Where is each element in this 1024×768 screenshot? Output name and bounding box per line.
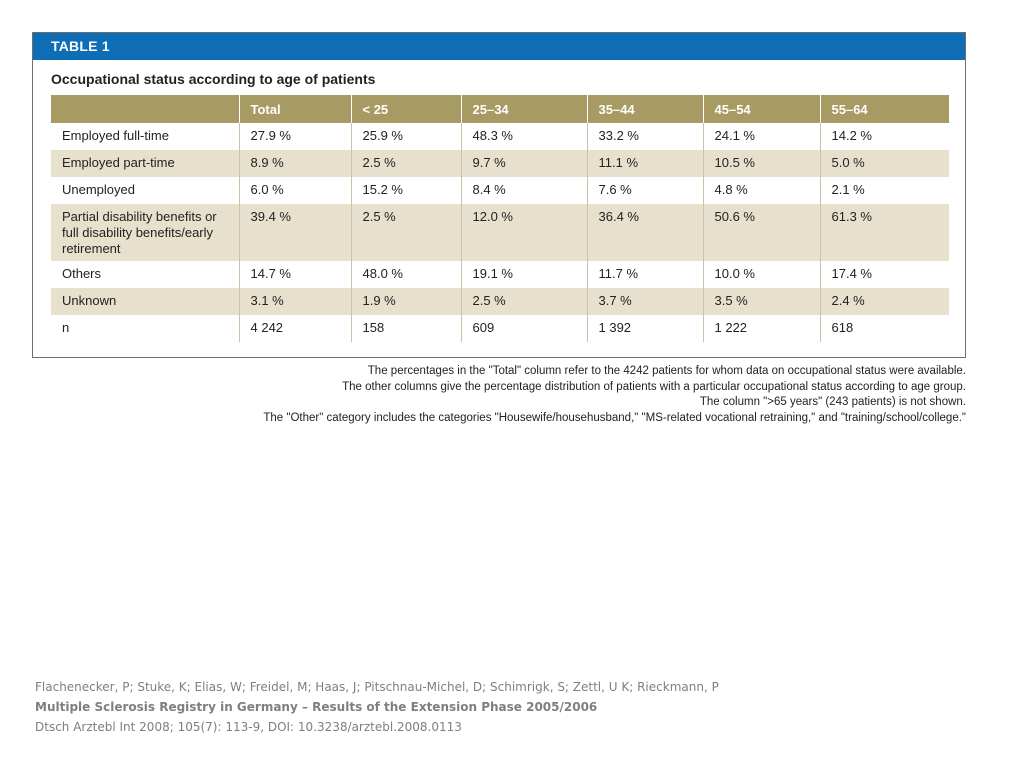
column-header: 45–54 bbox=[702, 95, 820, 123]
table-cell: 48.3 % bbox=[460, 123, 587, 150]
footnote: The other columns give the percentage di… bbox=[342, 380, 966, 393]
table-cell: 1.9 % bbox=[350, 288, 461, 315]
table-cell: 158 bbox=[350, 315, 461, 342]
column-header: Total bbox=[238, 95, 351, 123]
table-cell: 24.1 % bbox=[702, 123, 820, 150]
table-cell: 3.5 % bbox=[702, 288, 820, 315]
table-cell: 50.6 % bbox=[702, 204, 820, 261]
occupational-status-table: Total < 25 25–34 35–44 45–54 55–64 Emplo… bbox=[51, 95, 949, 342]
table-cell: 609 bbox=[460, 315, 587, 342]
table-cell: 9.7 % bbox=[460, 150, 587, 177]
table-cell: 15.2 % bbox=[350, 177, 461, 204]
table-cell: 17.4 % bbox=[819, 261, 949, 288]
table-footnotes: The percentages in the "Total" column re… bbox=[206, 364, 966, 426]
table-row: Employed part-time 8.9 % 2.5 % 9.7 % 11.1 % 1… bbox=[51, 150, 949, 177]
table-cell: 1 222 bbox=[702, 315, 820, 342]
column-header: 35–44 bbox=[586, 95, 703, 123]
table-cell: 2.1 % bbox=[819, 177, 949, 204]
table-row: n 4 242 158 609 1 392 1 222 618 bbox=[51, 315, 949, 342]
table-cell: 12.0 % bbox=[460, 204, 587, 261]
citation-title: Multiple Sclerosis Registry in Germany –… bbox=[35, 700, 598, 714]
citation-authors: Flachenecker, P; Stuke, K; Elias, W; Fre… bbox=[35, 680, 719, 694]
row-label: Partial disability benefits or full disa… bbox=[51, 204, 239, 261]
table-cell: 33.2 % bbox=[586, 123, 703, 150]
column-header: 25–34 bbox=[460, 95, 587, 123]
table-label: TABLE 1 bbox=[33, 33, 965, 60]
table-cell: 27.9 % bbox=[238, 123, 351, 150]
row-label: Employed full-time bbox=[62, 128, 169, 143]
citation-source: Dtsch Arztebl Int 2008; 105(7): 113-9, D… bbox=[35, 720, 462, 734]
column-header: < 25 bbox=[350, 95, 461, 123]
table-cell: 2.5 % bbox=[350, 204, 461, 261]
table-title: Occupational status according to age of … bbox=[51, 71, 376, 87]
table-container: TABLE 1 Occupational status according to… bbox=[32, 32, 966, 358]
citation: Flachenecker, P; Stuke, K; Elias, W; Fre… bbox=[35, 677, 719, 737]
table-cell: 48.0 % bbox=[350, 261, 461, 288]
table-cell: 14.7 % bbox=[238, 261, 351, 288]
row-label: n bbox=[62, 320, 70, 335]
footnote: The percentages in the "Total" column re… bbox=[367, 365, 966, 377]
table-cell: 5.0 % bbox=[819, 150, 949, 177]
table-row: Employed full-time 27.9 % 25.9 % 48.3 % 33.2… bbox=[51, 123, 949, 150]
table-cell: 1 392 bbox=[586, 315, 703, 342]
table-cell: 25.9 % bbox=[350, 123, 461, 150]
column-header: 55–64 bbox=[819, 95, 949, 123]
row-label: Unemployed bbox=[62, 182, 135, 197]
table-cell: 10.0 % bbox=[702, 261, 820, 288]
table-cell: 8.4 % bbox=[460, 177, 587, 204]
table-cell: 10.5 % bbox=[702, 150, 820, 177]
table-cell: 3.7 % bbox=[586, 288, 703, 315]
table-cell: 36.4 % bbox=[586, 204, 703, 261]
table-cell: 4.8 % bbox=[702, 177, 820, 204]
table-cell: 3.1 % bbox=[238, 288, 351, 315]
table-cell: 14.2 % bbox=[819, 123, 949, 150]
table-cell: 11.7 % bbox=[586, 261, 703, 288]
table-cell: 7.6 % bbox=[586, 177, 703, 204]
table-cell: 61.3 % bbox=[819, 204, 949, 261]
table-cell: 2.4 % bbox=[819, 288, 949, 315]
column-header bbox=[51, 95, 239, 123]
table-cell: 2.5 % bbox=[350, 150, 461, 177]
table-cell: 8.9 % bbox=[238, 150, 351, 177]
table-row: Others 14.7 % 48.0 % 19.1 % 11.7 % 10.0 % 17.4… bbox=[51, 261, 949, 288]
table-cell: 19.1 % bbox=[460, 261, 587, 288]
table-cell: 6.0 % bbox=[238, 177, 351, 204]
table-row: Unknown 3.1 % 1.9 % 2.5 % 3.7 % 3.5 % 2.4 % bbox=[51, 288, 949, 315]
row-label: Unknown bbox=[51, 288, 239, 315]
table-header-row: Total < 25 25–34 35–44 45–54 55–64 bbox=[51, 95, 949, 123]
footnote: The "Other" category includes the catego… bbox=[263, 411, 966, 424]
table-cell: 11.1 % bbox=[586, 150, 703, 177]
footnote: The column ">65 years" (243 patients) is… bbox=[699, 396, 966, 409]
table-cell: 2.5 % bbox=[460, 288, 587, 315]
table-cell: 4 242 bbox=[238, 315, 351, 342]
table-cell: 39.4 % bbox=[238, 204, 351, 261]
row-label: Employed part-time bbox=[51, 150, 239, 177]
table-cell: 618 bbox=[819, 315, 949, 342]
row-label: Others bbox=[62, 266, 102, 281]
table-row: Partial disability benefits or full disa… bbox=[51, 204, 949, 261]
table-row: Unemployed 6.0 % 15.2 % 8.4 % 7.6 % 4.8 % 2.1 … bbox=[51, 177, 949, 204]
